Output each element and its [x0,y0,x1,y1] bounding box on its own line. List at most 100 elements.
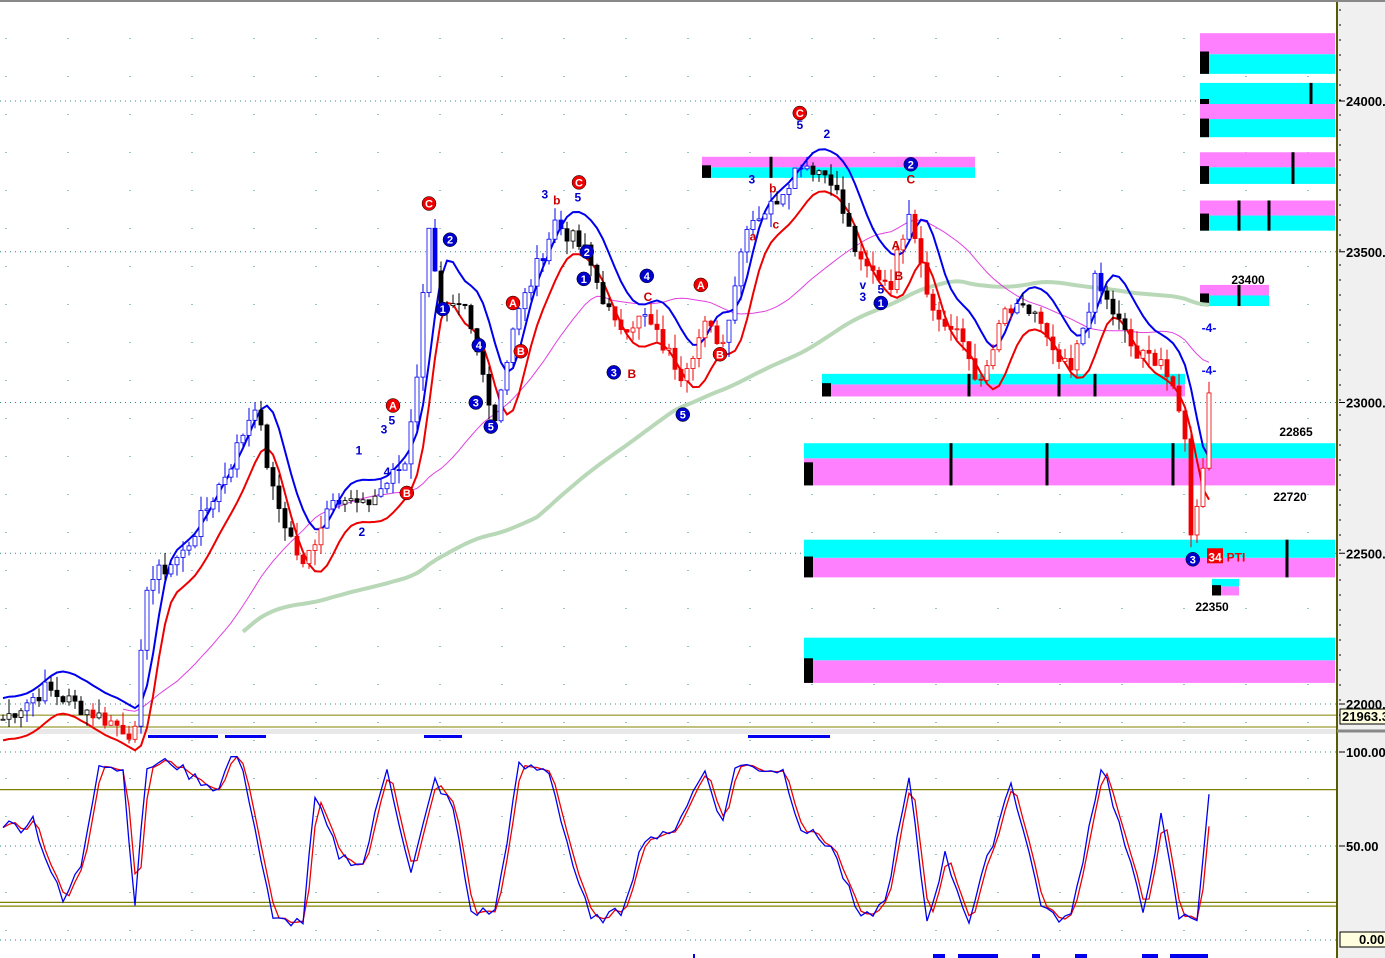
candle-body [1032,311,1038,314]
candle-body [528,285,534,294]
price-annotation: PTI [1227,550,1246,564]
candle-body [330,499,336,510]
signal-bar [933,954,945,958]
zone-magenta [702,156,975,168]
candle-body [516,308,522,330]
candle-body [882,279,888,282]
wave-label-circle [1185,552,1201,567]
candle-body [942,318,948,327]
candle-body [774,200,780,205]
candle-body [114,720,120,726]
candle-body [1206,392,1212,469]
candle-body [918,238,924,264]
wave-label: 2 [584,247,590,259]
candle-body [1002,308,1008,324]
candle-body [216,484,222,502]
candle-body [924,262,930,295]
signal-bar [1032,954,1040,958]
candle-body [48,681,54,691]
zone-mark [1237,284,1241,307]
candle-body [708,320,714,327]
price-annotation: 23400 [1231,273,1265,287]
wave-label: A [509,298,517,310]
zones [702,33,1335,683]
candle-body [642,314,648,317]
zone-cyan [1212,578,1239,587]
wave-label-circle [442,232,458,247]
candle-body [1020,303,1026,306]
candle-body [138,649,144,727]
candle-body [78,700,84,716]
zone-cyan [1200,119,1335,138]
candle-body [222,476,228,485]
candle-body [858,251,864,260]
candle-body [150,578,156,591]
candle-body [276,485,282,509]
candle-body [186,545,192,551]
zone-start-block [804,658,813,683]
candle-body [372,495,378,506]
wave-label: 2 [358,525,365,539]
candle-body [1062,358,1068,362]
wave-label: A [697,280,705,292]
zone-magenta [1212,586,1239,596]
candle-body [1092,272,1098,313]
candle-body [42,681,48,702]
zone-mark [1171,443,1175,486]
wave-label: 5 [796,118,803,132]
candle-body [540,258,546,262]
candle-body [1086,311,1092,329]
candle-body [612,306,618,321]
zone-cyan [1200,82,1335,105]
wave-label: 5 [574,190,581,204]
axis-background [1337,0,1385,958]
candle-body [84,709,90,716]
candle-body [348,498,354,501]
candle-body [156,564,162,580]
candle-body [1188,438,1194,536]
candle-body [666,347,672,351]
zone-cyan [1200,295,1269,307]
candle-body [384,482,390,490]
candle-body [1170,376,1176,387]
candle-body [342,500,348,505]
candle-body [36,697,42,702]
candle-body [984,365,990,381]
zone-cyan [1200,167,1335,184]
zone-start-block [822,383,831,397]
wave-label: B [403,488,411,500]
candle-body [240,434,246,444]
candle-body [828,174,834,186]
wave-label: c [772,218,779,232]
candle-body [906,213,912,240]
candle-body [522,292,528,310]
osc-last-value-label: 0.00 [1359,932,1384,947]
candle-body [894,249,900,290]
candle-body [1044,323,1050,338]
candle-body [450,303,456,306]
candle-body [108,720,114,726]
candle-body [678,368,684,382]
wave-label-circle [571,175,587,190]
zone-mark [949,443,953,486]
zone-start-block [1200,213,1209,231]
wave-label: 5 [488,422,494,434]
candle-body [978,378,984,381]
zone-start-block [1200,166,1209,184]
candle-body [234,442,240,470]
zone-mark [769,156,773,178]
zone-cyan [1200,54,1335,74]
candles [0,156,1212,744]
zone-magenta [804,557,1335,578]
candle-body [1158,359,1164,366]
candle-body [834,184,840,191]
axis-label: 23500.0 [1346,245,1385,260]
wave-label-circle [693,277,709,293]
candle-body [948,325,954,330]
candle-body [846,213,852,227]
wave-label: C [575,177,583,189]
candle-body [996,323,1002,351]
zone-start-block [1200,118,1209,138]
price-annotation: 22350 [1195,600,1229,614]
